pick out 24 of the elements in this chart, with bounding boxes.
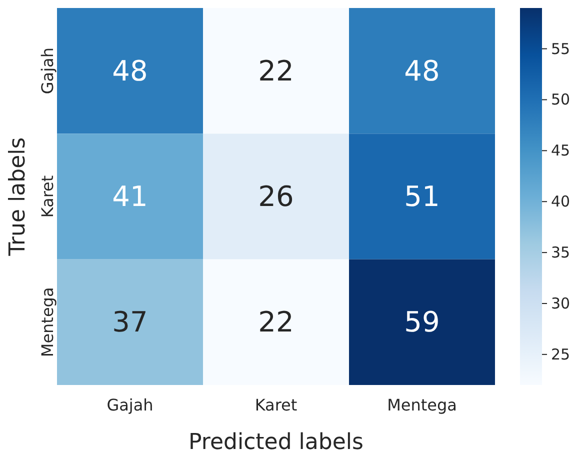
data-label: 51	[404, 180, 440, 213]
data-label: 37	[112, 306, 148, 339]
y-tick-label: Gajah	[38, 48, 57, 94]
data-label: 48	[112, 54, 148, 88]
color-bar-label: 30	[551, 294, 570, 312]
color-bar-label: 45	[551, 142, 570, 160]
data-label: 22	[258, 306, 294, 339]
x-tick-label: Gajah	[106, 395, 154, 414]
color-bar-label: 35	[551, 244, 570, 262]
color-bar-label: 55	[551, 40, 570, 58]
y-axis-title: True labels	[6, 137, 30, 257]
x-tick-label: Karet	[254, 395, 298, 414]
color-bar-label: 25	[551, 345, 570, 364]
y-tick-label: Mentega	[38, 287, 57, 358]
color-bar-label: 50	[551, 90, 570, 109]
x-tick-label: Mentega	[387, 395, 457, 414]
data-label: 22	[258, 54, 294, 88]
x-axis-title: Predicted labels	[188, 430, 364, 455]
data-label: 41	[112, 180, 148, 213]
data-label: 26	[258, 180, 294, 213]
y-tick-label: Karet	[38, 175, 57, 218]
color-bar-label: 40	[551, 192, 570, 211]
data-label: 59	[404, 306, 440, 339]
data-label: 48	[404, 54, 440, 88]
